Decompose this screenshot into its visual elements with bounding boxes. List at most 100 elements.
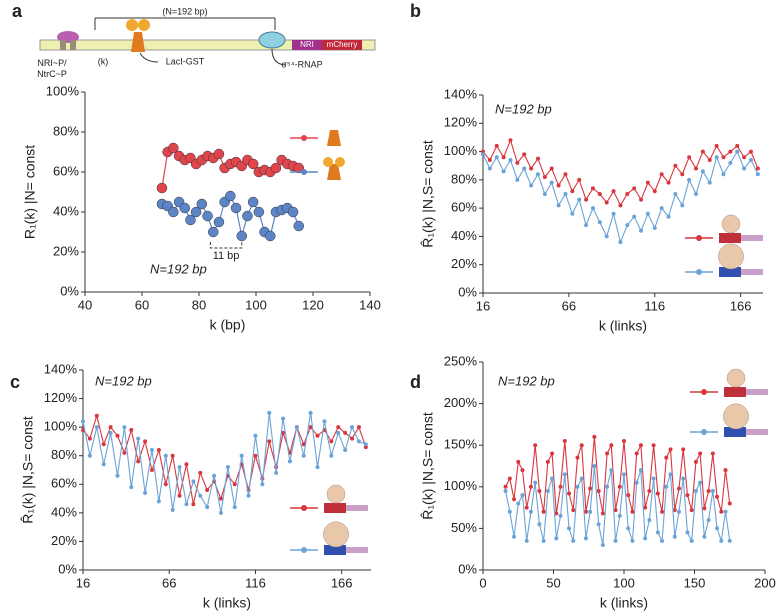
point xyxy=(676,509,681,514)
point xyxy=(645,180,650,185)
point xyxy=(149,448,154,452)
point xyxy=(618,240,623,245)
arrow xyxy=(139,52,159,63)
legend-icon xyxy=(741,269,763,275)
point xyxy=(529,166,534,171)
point xyxy=(597,220,602,225)
legend-icon xyxy=(346,547,368,553)
point xyxy=(508,138,513,143)
legend-icon xyxy=(327,130,341,146)
point xyxy=(535,156,540,161)
point xyxy=(707,158,712,163)
legend-icon xyxy=(741,235,763,241)
point xyxy=(537,488,542,493)
x-tick-label: 100 xyxy=(613,575,635,590)
point xyxy=(108,425,113,430)
point xyxy=(177,465,182,470)
point xyxy=(541,538,546,543)
point xyxy=(710,451,715,456)
point xyxy=(715,494,720,499)
point xyxy=(516,501,521,506)
gene2-label: mCherry xyxy=(327,40,358,49)
point xyxy=(122,450,127,455)
point xyxy=(570,211,575,216)
point xyxy=(242,210,253,222)
point xyxy=(213,148,225,160)
point xyxy=(225,190,236,202)
point xyxy=(702,506,707,511)
point xyxy=(487,166,492,171)
panel-label: b xyxy=(410,1,421,21)
point xyxy=(748,158,753,163)
panel-label: a xyxy=(12,1,23,21)
point xyxy=(308,425,313,430)
y-tick-label: 100% xyxy=(444,143,478,158)
y-tick-label: 0% xyxy=(458,561,477,576)
point xyxy=(588,486,593,491)
point xyxy=(579,443,584,448)
point xyxy=(596,488,601,493)
point xyxy=(503,488,508,493)
point xyxy=(205,488,210,492)
point xyxy=(253,206,265,218)
point xyxy=(528,484,533,489)
legend-icon xyxy=(326,484,346,504)
point xyxy=(645,211,650,216)
x-tick-label: 80 xyxy=(192,297,206,312)
y-tick-label: 40% xyxy=(51,504,77,519)
point xyxy=(735,149,740,154)
point xyxy=(522,166,527,171)
point xyxy=(577,177,582,182)
point xyxy=(693,488,698,493)
point xyxy=(143,439,148,444)
series-line xyxy=(482,138,759,207)
x-tick-label: 100 xyxy=(245,297,267,312)
point xyxy=(343,448,348,452)
point xyxy=(742,155,747,160)
point xyxy=(212,473,217,478)
point xyxy=(714,155,719,160)
point xyxy=(168,206,179,218)
y-tick-label: 140% xyxy=(444,86,478,101)
point xyxy=(611,189,616,194)
point xyxy=(308,410,313,415)
legend-icon xyxy=(719,233,741,243)
point xyxy=(655,491,660,496)
legend-icon xyxy=(324,503,346,513)
y-tick-label: 40% xyxy=(451,228,477,243)
point xyxy=(329,453,334,458)
point xyxy=(270,162,282,174)
point xyxy=(533,443,538,448)
point xyxy=(301,442,306,447)
point xyxy=(129,485,134,490)
point xyxy=(524,505,529,510)
y-tick-label: 0% xyxy=(458,284,477,299)
y-tick-label: 120% xyxy=(444,115,478,130)
point xyxy=(567,526,572,531)
legend-icon xyxy=(726,368,746,388)
point xyxy=(689,538,694,543)
offset-label: (k) xyxy=(98,56,109,66)
point xyxy=(179,202,190,214)
legend-marker xyxy=(701,429,707,435)
point xyxy=(668,472,673,477)
spacing-label: (N=192 bp) xyxy=(162,6,207,16)
point xyxy=(336,430,341,435)
point xyxy=(673,192,678,196)
bracket-label: 11 bp xyxy=(213,250,240,262)
activator-label: NRI~P/NtrC~P xyxy=(37,58,67,79)
point xyxy=(687,177,692,182)
point xyxy=(563,172,568,177)
point xyxy=(549,180,554,185)
legend-icon xyxy=(335,157,345,167)
point xyxy=(643,536,648,541)
point xyxy=(735,143,740,148)
arrow xyxy=(271,48,286,66)
point xyxy=(651,443,656,448)
point xyxy=(694,166,699,171)
point xyxy=(617,484,622,489)
point xyxy=(550,451,555,456)
y-tick-label: 250% xyxy=(444,353,478,368)
point xyxy=(748,149,753,154)
point xyxy=(687,155,692,160)
